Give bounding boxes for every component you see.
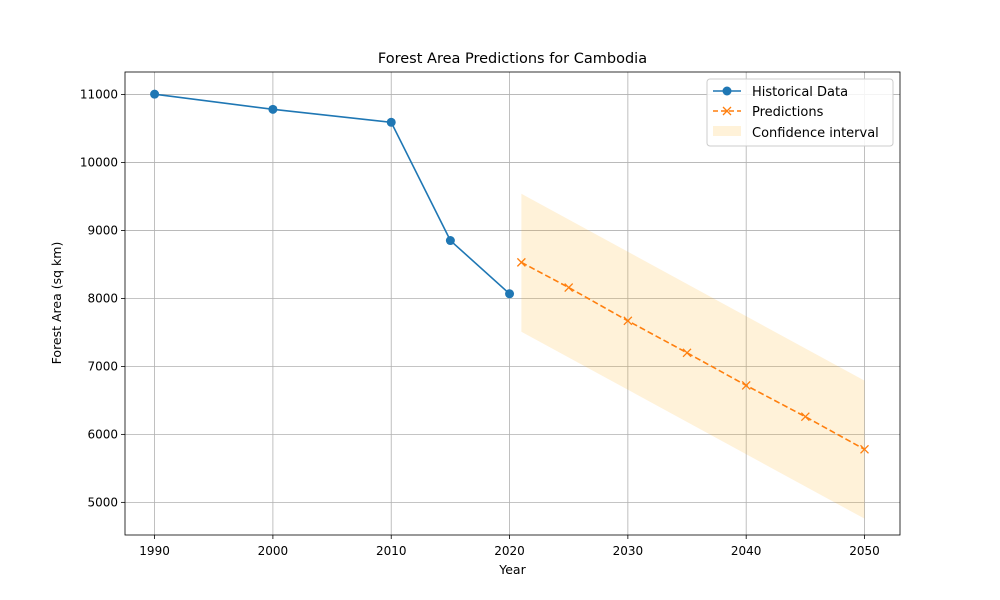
prediction-point (860, 444, 869, 454)
legend-historical-marker (722, 86, 732, 96)
y-axis-label: Forest Area (sq km) (49, 242, 64, 365)
confidence-band-layer (521, 193, 865, 519)
x-tick-label: 2020 (494, 544, 525, 558)
y-tick-label: 10000 (80, 155, 118, 169)
confidence-interval-band (521, 193, 865, 519)
prediction-point (800, 412, 810, 422)
x-tick-label: 2050 (849, 544, 880, 558)
legend-predictions-marker (722, 106, 732, 116)
legend-confidence-swatch (713, 126, 741, 136)
prediction-point (741, 380, 751, 390)
x-tick-label: 2040 (731, 544, 762, 558)
ticks: 1990 2000 2010 2020 2030 2040 2050 5000 6000 7000… (80, 87, 880, 558)
x-tick-label: 2030 (613, 544, 644, 558)
prediction-point (564, 283, 574, 292)
legend-label-predictions: Predictions (752, 105, 824, 120)
legend-label-historical: Historical Data (752, 85, 848, 100)
x-tick-label: 2010 (376, 544, 407, 558)
prediction-point (682, 348, 692, 358)
historical-data-point (445, 236, 455, 246)
y-tick-label: 8000 (87, 291, 118, 305)
legend-box (706, 78, 894, 147)
x-tick-label: 2000 (258, 544, 289, 558)
y-tick-label: 7000 (87, 359, 118, 373)
historical-data-point (268, 104, 278, 114)
series-layer (150, 89, 869, 454)
x-tick-label: 1990 (139, 544, 170, 558)
y-tick-label: 6000 (87, 427, 118, 441)
historical-data-point (386, 117, 396, 127)
chart-title: Forest Area Predictions for Cambodia (378, 51, 647, 67)
historical-data-point (505, 289, 515, 299)
x-axis-label: Year (498, 562, 526, 577)
historical-data-point (150, 89, 160, 99)
grid (125, 72, 900, 535)
prediction-point (623, 316, 633, 326)
y-tick-label: 5000 (87, 495, 118, 509)
plot-area-frame (124, 71, 901, 536)
prediction-point (516, 257, 526, 267)
y-tick-label: 11000 (80, 87, 118, 101)
legend-label-confidence: Confidence interval (752, 126, 879, 141)
legend: Historical Data Predictions Confidence i… (706, 78, 894, 147)
y-tick-label: 9000 (87, 223, 118, 237)
